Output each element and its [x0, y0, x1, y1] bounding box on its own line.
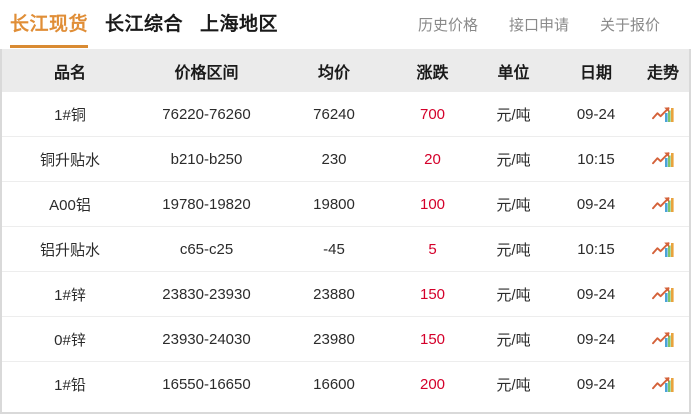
cell-change: 700 [419, 105, 446, 123]
cell-average-price: -45 [323, 240, 345, 258]
trend-up-bars-icon[interactable] [637, 106, 689, 123]
cell-product-name: A00铝 [49, 196, 91, 214]
trend-up-bars-icon[interactable] [637, 196, 689, 213]
cell-price-range: 23830-23930 [162, 285, 251, 303]
cell-unit: 元/吨 [496, 377, 531, 394]
cell-change: 200 [419, 376, 446, 393]
table-row[interactable]: 铜升贴水 b210-b250 230 20 元/吨 10:15 [2, 137, 689, 182]
cell-average-price: 230 [321, 150, 347, 168]
cell-product-name: 1#铅 [54, 377, 86, 394]
cell-unit: 元/吨 [496, 106, 531, 124]
nav-item-about-quote[interactable]: 关于报价 [599, 17, 660, 34]
column-header-avg: 均价 [317, 64, 350, 82]
trend-up-bars-icon[interactable] [637, 241, 689, 258]
table-row[interactable]: 1#铜 76220-76260 76240 700 元/吨 09-24 [2, 92, 689, 137]
table-row[interactable]: A00铝 19780-19820 19800 100 元/吨 09-24 [2, 182, 689, 227]
cell-date: 09-24 [576, 105, 616, 123]
market-tab-list: 长江现货 长江综合 上海地区 [0, 0, 295, 49]
table-row[interactable]: 1#铅 16550-16650 16600 200 元/吨 09-24 [2, 362, 689, 407]
cell-unit: 元/吨 [496, 286, 531, 304]
trend-up-bars-icon[interactable] [637, 151, 689, 168]
cell-price-range: 16550-16650 [162, 376, 251, 393]
cell-product-name: 铝升贴水 [39, 241, 100, 259]
cell-change: 150 [419, 285, 446, 303]
price-table: 品名 价格区间 均价 涨跌 单位 日期 走势 1#铜 76220-76260 762… [0, 49, 691, 414]
cell-average-price: 19800 [313, 195, 355, 213]
nav-item-history-price[interactable]: 历史价格 [417, 17, 478, 34]
cell-change: 100 [419, 195, 446, 213]
cell-unit: 元/吨 [496, 196, 531, 214]
cell-average-price: 76240 [313, 105, 355, 123]
tab-changjiang-spot[interactable]: 长江现货 [10, 0, 89, 49]
table-row[interactable]: 0#锌 23930-24030 23980 150 元/吨 09-24 [2, 317, 689, 362]
cell-price-range: c65-c25 [179, 240, 234, 258]
column-header-trend: 走势 [646, 64, 679, 82]
cell-price-range: 76220-76260 [162, 105, 251, 123]
column-header-range: 价格区间 [174, 64, 239, 82]
cell-product-name: 1#铜 [54, 106, 86, 124]
cell-price-range: 19780-19820 [162, 195, 251, 213]
cell-average-price: 23880 [313, 285, 355, 303]
cell-change: 5 [428, 240, 437, 258]
cell-product-name: 0#锌 [54, 331, 86, 349]
table-header-row: 品名 价格区间 均价 涨跌 单位 日期 走势 [2, 49, 689, 92]
trend-up-bars-icon[interactable] [637, 331, 689, 348]
column-header-name: 品名 [53, 64, 86, 82]
cell-date: 09-24 [576, 195, 616, 213]
cell-date: 09-24 [576, 376, 616, 393]
trend-up-bars-icon[interactable] [637, 376, 689, 393]
column-header-change: 涨跌 [416, 64, 449, 82]
header-bar: 长江现货 长江综合 上海地区 历史价格 接口申请 关于报价 [0, 0, 691, 49]
cell-date: 09-24 [576, 285, 616, 303]
cell-product-name: 铜升贴水 [39, 151, 100, 169]
table-row[interactable]: 铝升贴水 c65-c25 -45 5 元/吨 10:15 [2, 227, 689, 272]
cell-unit: 元/吨 [496, 151, 531, 169]
cell-date: 09-24 [576, 330, 616, 348]
header-nav: 历史价格 接口申请 关于报价 [418, 0, 691, 49]
cell-unit: 元/吨 [496, 241, 531, 259]
cell-change: 20 [424, 150, 441, 168]
cell-price-range: b210-b250 [170, 150, 243, 168]
cell-unit: 元/吨 [496, 331, 531, 349]
cell-change: 150 [419, 330, 446, 348]
table-row[interactable]: 1#锌 23830-23930 23880 150 元/吨 09-24 [2, 272, 689, 317]
cell-price-range: 23930-24030 [162, 330, 251, 348]
tab-shanghai-region[interactable]: 上海地区 [200, 14, 279, 35]
cell-average-price: 16600 [313, 376, 355, 393]
cell-product-name: 1#锌 [54, 286, 86, 304]
cell-average-price: 23980 [313, 330, 355, 348]
cell-date: 10:15 [577, 240, 615, 258]
column-header-unit: 单位 [497, 64, 530, 82]
nav-item-api-request[interactable]: 接口申请 [508, 17, 569, 34]
trend-up-bars-icon[interactable] [637, 286, 689, 303]
tab-changjiang-composite[interactable]: 长江综合 [105, 14, 184, 35]
column-header-date: 日期 [579, 64, 612, 82]
table-body: 1#铜 76220-76260 76240 700 元/吨 09-24 铜升贴水 b210-b… [2, 92, 689, 407]
cell-date: 10:15 [577, 150, 615, 168]
